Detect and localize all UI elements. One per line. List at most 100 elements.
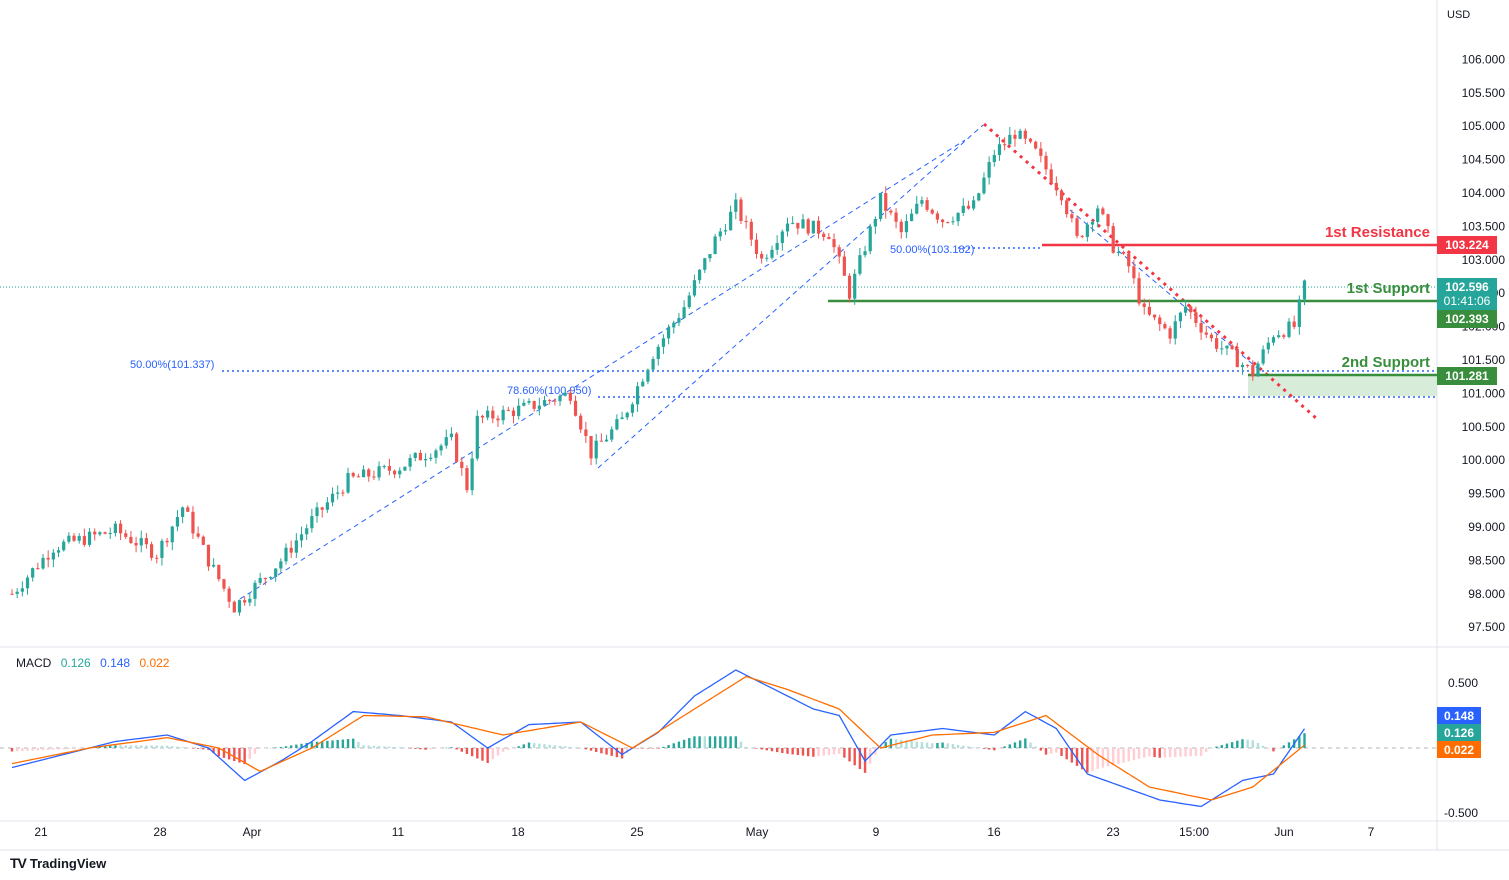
macd-histogram[interactable] <box>10 733 1306 773</box>
candle[interactable] <box>87 527 92 547</box>
candle[interactable] <box>713 233 717 255</box>
candle[interactable] <box>801 214 805 229</box>
candle[interactable] <box>635 382 640 412</box>
candle[interactable] <box>31 567 35 582</box>
candle[interactable] <box>67 532 71 544</box>
candle[interactable] <box>563 388 567 397</box>
candle[interactable] <box>506 406 510 412</box>
candle[interactable] <box>1147 299 1151 317</box>
candle[interactable] <box>899 219 903 239</box>
candle[interactable] <box>1235 342 1239 368</box>
candle[interactable] <box>661 334 666 354</box>
candle[interactable] <box>698 268 702 284</box>
candle[interactable] <box>279 558 283 573</box>
candle[interactable] <box>1256 361 1260 377</box>
candle[interactable] <box>118 520 123 541</box>
candle[interactable] <box>734 193 738 220</box>
candle[interactable] <box>625 411 629 421</box>
candle[interactable] <box>811 220 815 234</box>
candle[interactable] <box>1059 188 1064 206</box>
candle[interactable] <box>739 197 743 225</box>
candle[interactable] <box>258 572 262 586</box>
candle[interactable] <box>346 467 350 494</box>
candle[interactable] <box>387 458 392 476</box>
tradingview-brand[interactable]: TV TradingView <box>10 855 106 871</box>
candle[interactable] <box>894 208 898 229</box>
candle[interactable] <box>398 467 402 479</box>
candle[interactable] <box>1282 333 1286 340</box>
candle[interactable] <box>641 378 645 387</box>
candle[interactable] <box>1168 325 1172 344</box>
candle[interactable] <box>594 433 598 465</box>
candle[interactable] <box>1251 360 1255 381</box>
candle[interactable] <box>1111 222 1115 254</box>
candle[interactable] <box>1199 316 1203 340</box>
candle[interactable] <box>1158 314 1162 332</box>
candle[interactable] <box>36 562 40 570</box>
candle[interactable] <box>941 218 945 228</box>
macd-legend[interactable]: MACD 0.126 0.148 0.022 <box>16 656 175 670</box>
candle[interactable] <box>491 406 495 424</box>
candle[interactable] <box>196 526 200 539</box>
candle[interactable] <box>108 527 112 540</box>
candle[interactable] <box>997 136 1002 161</box>
candle[interactable] <box>144 532 149 549</box>
candle[interactable] <box>25 575 30 595</box>
candle[interactable] <box>1225 345 1229 356</box>
candle[interactable] <box>496 415 500 427</box>
candle[interactable] <box>542 395 547 407</box>
candle[interactable] <box>160 538 164 566</box>
candle[interactable] <box>1246 364 1250 368</box>
candle[interactable] <box>1302 279 1307 306</box>
candle[interactable] <box>294 533 298 559</box>
candle[interactable] <box>878 193 883 222</box>
candle[interactable] <box>310 508 314 533</box>
candle[interactable] <box>744 215 748 229</box>
trend-channel-lower[interactable] <box>597 124 984 469</box>
candle[interactable] <box>868 223 872 255</box>
candle[interactable] <box>620 411 624 420</box>
candle[interactable] <box>946 221 950 224</box>
candle[interactable] <box>1116 246 1120 257</box>
candle[interactable] <box>558 393 562 406</box>
candle[interactable] <box>656 344 660 366</box>
candle[interactable] <box>1101 206 1105 216</box>
trend-channel-upper[interactable] <box>239 139 966 600</box>
candle[interactable] <box>909 208 914 222</box>
candle[interactable] <box>1204 325 1208 339</box>
candle[interactable] <box>672 320 676 334</box>
candle[interactable] <box>1189 305 1193 319</box>
candle[interactable] <box>429 453 433 462</box>
candle[interactable] <box>754 233 759 259</box>
candle[interactable] <box>175 509 180 532</box>
candle[interactable] <box>972 196 976 211</box>
candle[interactable] <box>1240 362 1245 375</box>
candle[interactable] <box>749 218 753 247</box>
candle[interactable] <box>434 448 438 464</box>
candle[interactable] <box>925 197 929 212</box>
candle[interactable] <box>237 599 242 616</box>
candle[interactable] <box>470 451 474 496</box>
candle[interactable] <box>1080 234 1084 239</box>
candle[interactable] <box>527 398 531 405</box>
candle[interactable] <box>62 539 66 552</box>
candle[interactable] <box>956 212 960 227</box>
candle[interactable] <box>889 209 893 216</box>
candle[interactable] <box>847 273 852 303</box>
candle[interactable] <box>1163 321 1167 330</box>
candle[interactable] <box>439 443 443 456</box>
candle[interactable] <box>77 533 81 544</box>
candle[interactable] <box>289 540 293 558</box>
candle[interactable] <box>149 541 154 561</box>
candle[interactable] <box>1121 250 1126 256</box>
candle[interactable] <box>201 535 205 546</box>
candle[interactable] <box>41 553 45 570</box>
candle[interactable] <box>780 229 784 251</box>
candle[interactable] <box>10 589 14 595</box>
candle[interactable] <box>682 300 686 319</box>
candle[interactable] <box>604 434 609 442</box>
candle[interactable] <box>760 251 764 264</box>
candle[interactable] <box>1220 340 1224 355</box>
candle[interactable] <box>248 592 252 607</box>
